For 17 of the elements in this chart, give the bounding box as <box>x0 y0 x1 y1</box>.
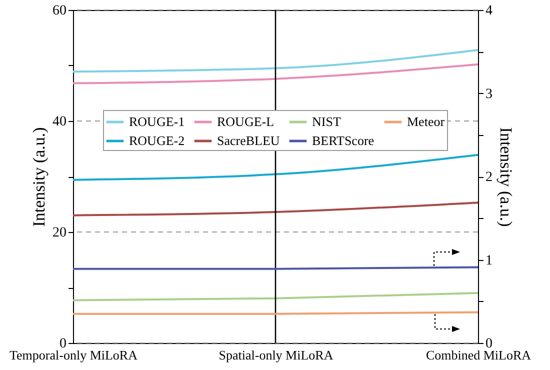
legend-label: Meteor <box>407 114 446 129</box>
legend-label: BERTScore <box>312 133 374 148</box>
y2-tick-label: 2 <box>486 170 492 185</box>
y2-tick-label: 1 <box>486 253 492 268</box>
y2-tick-label: 3 <box>486 86 492 102</box>
legend-label: ROUGE-1 <box>129 114 185 129</box>
y-tick-label: 60 <box>52 4 66 18</box>
x-tick-label: Spatial-only MiLoRA <box>218 348 334 362</box>
y2-tick-label: 4 <box>486 4 492 18</box>
legend-label: ROUGE-L <box>217 114 274 129</box>
y-tick-label: 40 <box>52 114 66 130</box>
legend-label: ROUGE-2 <box>129 133 185 148</box>
y2-axis-title: Intensity (a.u.) <box>496 127 516 227</box>
legend-label: NIST <box>312 114 341 129</box>
y-axis-title: Intensity (a.u.) <box>30 127 48 227</box>
y-tick-label: 20 <box>52 226 66 240</box>
legend-label: SacreBLEU <box>217 133 280 148</box>
